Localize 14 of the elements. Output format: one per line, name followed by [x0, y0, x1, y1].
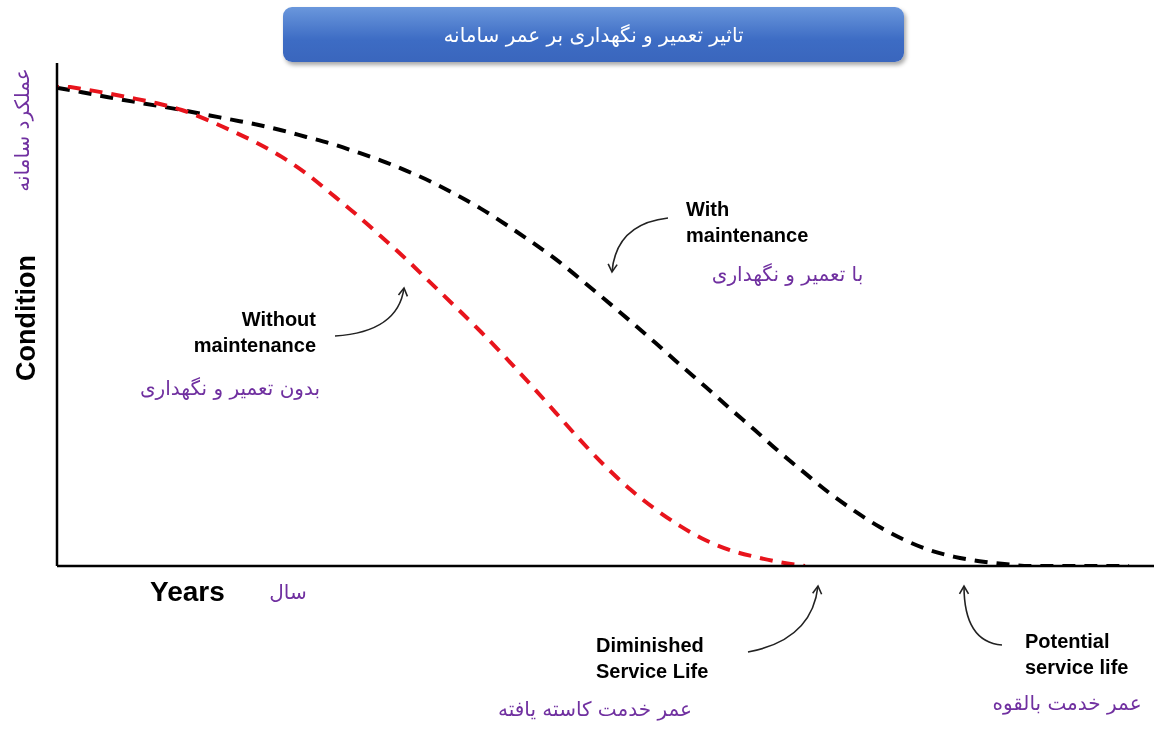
y-axis-title: Condition: [10, 255, 42, 381]
text: Diminished Service Life: [596, 633, 710, 684]
text: عمر خدمت بالقوه: [991, 691, 1143, 715]
text: Potential service life: [1025, 629, 1130, 680]
chart-title: تاثیر تعمیر و نگهداری بر عمر سامانه: [443, 22, 744, 47]
annotation: With maintenance: [686, 197, 810, 248]
x-axis-title: Years: [150, 576, 225, 608]
text: عمر خدمت کاسته یافته: [497, 697, 693, 721]
text: سال: [268, 580, 308, 604]
title-banner: تاثیر تعمیر و نگهداری بر عمر سامانه: [283, 7, 904, 62]
annotation: بدون تعمیر و نگهداری: [138, 376, 322, 400]
annotation: با تعمیر و نگهداری: [710, 262, 865, 286]
annotation: Without maintenance: [192, 307, 316, 358]
text: عملکرد سامانه: [10, 68, 34, 192]
